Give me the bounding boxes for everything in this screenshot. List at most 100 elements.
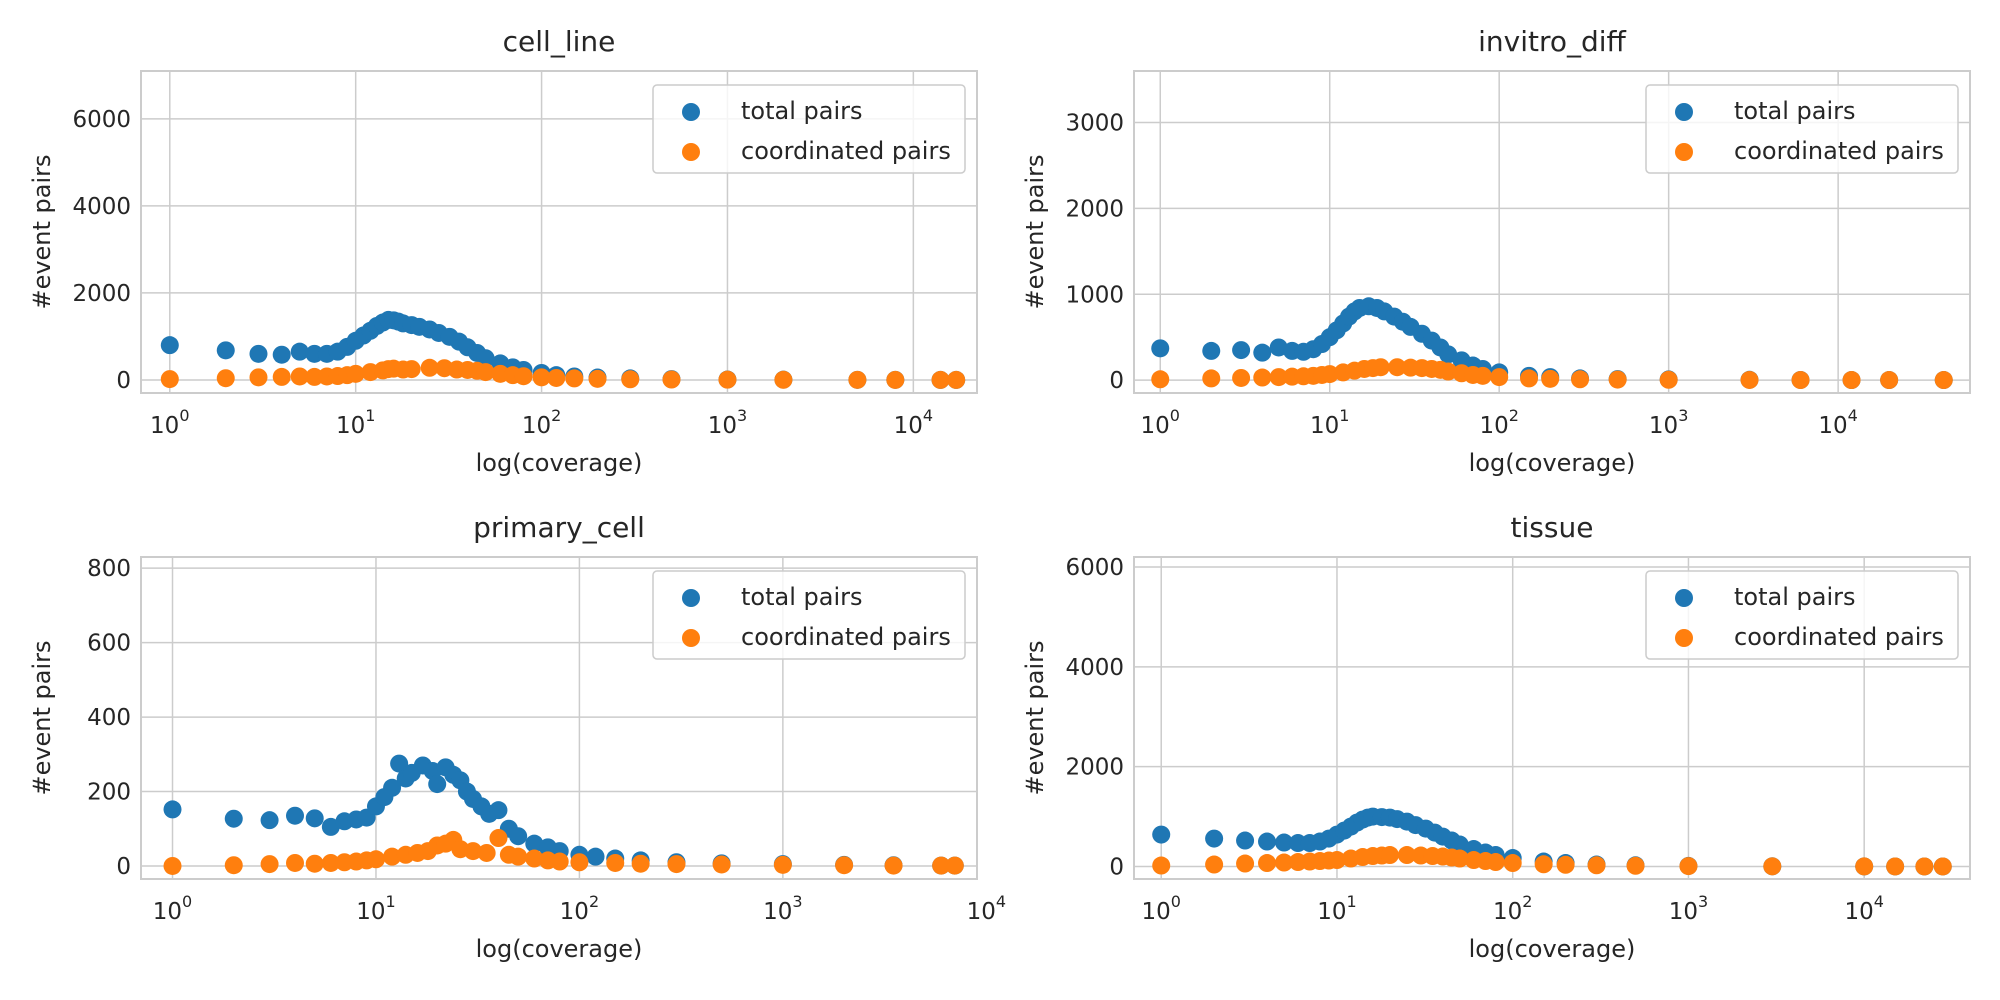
data-point — [286, 853, 305, 872]
x-tick-exponent: 4 — [996, 892, 1006, 911]
data-point — [1439, 362, 1458, 381]
x-tick-base: 10 — [967, 899, 996, 925]
data-point — [588, 369, 607, 388]
data-point — [945, 856, 964, 875]
legend-box — [1645, 84, 1959, 174]
axes-frame — [1133, 556, 1971, 880]
data-point — [947, 370, 966, 389]
legend-box — [652, 84, 966, 174]
x-tick-base: 10 — [336, 413, 365, 439]
data-point — [848, 370, 867, 389]
legend-label: coordinated pairs — [741, 137, 951, 165]
data-point — [1327, 851, 1346, 870]
data-point — [1205, 855, 1224, 874]
x-tick-exponent: 3 — [792, 892, 802, 911]
data-point — [1880, 371, 1899, 390]
x-tick-label: 102 — [560, 892, 599, 925]
x-axis-label: log(coverage) — [1469, 935, 1636, 963]
data-point — [163, 856, 182, 875]
data-point — [1397, 846, 1416, 865]
x-tick-label: 103 — [1649, 406, 1688, 439]
y-axis-label: #event pairs — [1021, 640, 1049, 795]
data-point — [1541, 369, 1560, 388]
x-tick-label: 104 — [1844, 892, 1883, 925]
data-point — [1275, 853, 1294, 872]
legend-box — [652, 570, 966, 660]
data-point — [305, 854, 324, 873]
series-coordinated-pairs — [160, 358, 966, 389]
legend: total pairs coordinated pairs — [652, 570, 966, 660]
y-tick-label: 800 — [87, 556, 131, 582]
data-point — [290, 342, 309, 361]
legend-marker — [682, 143, 700, 161]
data-point — [249, 368, 268, 387]
data-point — [160, 370, 179, 389]
y-tick-label: 200 — [87, 780, 131, 806]
data-point — [1933, 857, 1952, 876]
legend-label: total pairs — [1734, 583, 1856, 611]
data-point — [390, 754, 409, 773]
data-point — [662, 370, 681, 389]
x-axis-label: log(coverage) — [476, 449, 643, 477]
x-tick-label: 101 — [336, 406, 375, 439]
x-tick-label: 103 — [1669, 892, 1708, 925]
legend-marker — [682, 589, 700, 607]
data-point — [224, 809, 243, 828]
x-tick-exponent: 1 — [1339, 406, 1349, 425]
x-tick-base: 10 — [1479, 413, 1508, 439]
y-axis-label: #event pairs — [1021, 154, 1049, 309]
data-point — [1915, 857, 1934, 876]
data-point — [216, 369, 235, 388]
data-point — [477, 843, 496, 862]
legend-label: coordinated pairs — [1734, 137, 1944, 165]
data-point — [260, 855, 279, 874]
x-tick-exponent: 0 — [179, 406, 189, 425]
y-tick-label: 6000 — [1065, 555, 1124, 581]
x-tick-label: 100 — [1141, 892, 1180, 925]
x-tick-label: 102 — [1493, 892, 1532, 925]
y-tick-label: 0 — [116, 854, 131, 880]
x-tick-base: 10 — [1818, 413, 1847, 439]
data-point — [1371, 358, 1390, 377]
y-tick-label: 0 — [116, 368, 131, 394]
y-tick-label: 0 — [1109, 368, 1124, 394]
x-tick-label: 104 — [967, 892, 1006, 925]
x-tick-exponent: 4 — [1874, 892, 1884, 911]
y-tick-label: 2000 — [1065, 755, 1124, 781]
data-point — [1886, 857, 1905, 876]
subplot-title: tissue — [1511, 511, 1594, 544]
legend-label: coordinated pairs — [741, 623, 951, 651]
data-point — [631, 854, 650, 873]
legend-marker — [682, 103, 700, 121]
x-tick-base: 10 — [894, 413, 923, 439]
data-point — [383, 847, 402, 866]
data-point — [773, 855, 792, 874]
subplot-primary_cell: 100 101 102 103 1040200400600800primary_cell… — [28, 511, 1006, 963]
y-tick-label: 3000 — [1065, 111, 1124, 137]
data-point — [224, 856, 243, 875]
data-point — [774, 370, 793, 389]
x-tick-exponent: 1 — [1347, 892, 1357, 911]
data-point — [476, 349, 495, 368]
data-point — [1626, 856, 1645, 875]
data-point — [383, 778, 402, 797]
data-point — [1320, 365, 1339, 384]
subplot-tissue: 100 101 102 103 1040200040006000tissuelog(co… — [1021, 511, 1971, 963]
subplot-title: invitro_diff — [1478, 25, 1626, 58]
data-point — [550, 852, 569, 871]
data-point — [346, 364, 365, 383]
x-tick-label: 104 — [1818, 406, 1857, 439]
x-tick-label: 100 — [1141, 406, 1180, 439]
x-tick-label: 104 — [894, 406, 933, 439]
data-point — [428, 775, 447, 794]
legend-label: total pairs — [741, 97, 863, 125]
data-point — [1380, 846, 1399, 865]
x-tick-base: 10 — [522, 413, 551, 439]
data-point — [1236, 854, 1255, 873]
subplot-title: cell_line — [503, 25, 616, 58]
y-tick-label: 4000 — [1065, 655, 1124, 681]
y-tick-label: 2000 — [72, 281, 131, 307]
data-point — [286, 806, 305, 825]
data-point — [402, 360, 421, 379]
data-point — [667, 855, 686, 874]
